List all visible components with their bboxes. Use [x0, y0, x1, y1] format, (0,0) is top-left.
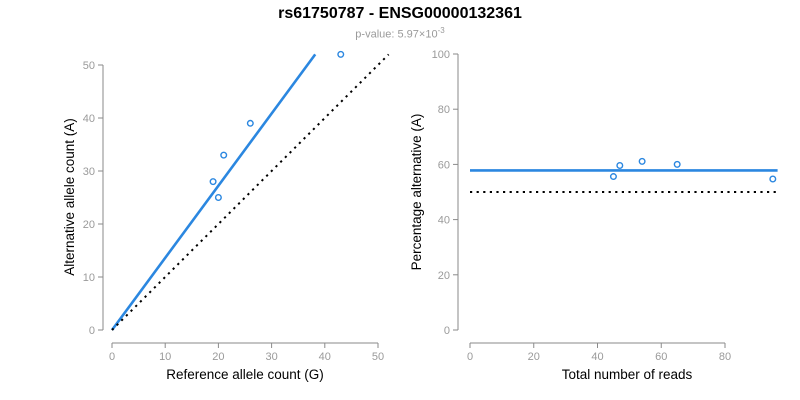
panel-percentage: 0 20 40 60 80 100 0 20 40 60 80 Total number of rea… [409, 49, 778, 382]
data-point [214, 193, 222, 201]
x-tick-label: 10 [159, 351, 171, 363]
x-tick-label: 0 [109, 351, 115, 363]
x-tick-label: 20 [212, 351, 224, 363]
y-tick-label: 10 [83, 272, 95, 284]
x-tick-label: 40 [591, 351, 603, 363]
figure-title: rs61750787 - ENSG00000132361 [278, 5, 522, 22]
y-tick-label: 20 [438, 270, 450, 282]
y-tick-label: 0 [89, 325, 95, 337]
figure-subtitle: p-value: 5.97×10-3 [0, 26, 800, 41]
y-tick-label: 0 [444, 325, 450, 337]
x-axis-title: Reference allele count (G) [166, 367, 324, 382]
data-point [673, 160, 681, 168]
data-point [616, 162, 624, 170]
data-point [337, 50, 345, 58]
y-axis-title: Alternative allele count (A) [62, 118, 77, 276]
y-tick-label: 50 [83, 60, 95, 72]
data-point [209, 178, 217, 186]
x-tick-label: 40 [319, 351, 331, 363]
x-axis-title: Total number of reads [562, 367, 693, 382]
data-point [220, 151, 228, 159]
x-tick-label: 50 [372, 351, 384, 363]
y-tick-label: 40 [83, 113, 95, 125]
y-tick-label: 80 [438, 104, 450, 116]
data-point [638, 157, 646, 165]
x-tick-label: 30 [265, 351, 277, 363]
x-tick-label: 0 [467, 351, 473, 363]
y-tick-label: 20 [83, 219, 95, 231]
y-tick-label: 30 [83, 166, 95, 178]
x-tick-label: 20 [528, 351, 540, 363]
data-point [246, 119, 254, 127]
y-axis-title: Percentage alternative (A) [409, 114, 424, 271]
pvalue-exponent: -3 [437, 26, 445, 35]
y-tick-label: 100 [432, 49, 450, 61]
x-tick-label: 80 [719, 351, 731, 363]
data-point [609, 173, 617, 181]
y-tick-label: 60 [438, 159, 450, 171]
identity-line [111, 53, 390, 331]
regression-line [110, 53, 317, 331]
panel-counts: 0 10 20 30 40 50 0 10 20 30 40 50 Reference allele c… [62, 50, 390, 382]
x-tick-label: 60 [655, 351, 667, 363]
pvalue-text: p-value: 5.97×10 [355, 28, 438, 41]
y-tick-label: 40 [438, 215, 450, 227]
data-point [769, 175, 777, 183]
